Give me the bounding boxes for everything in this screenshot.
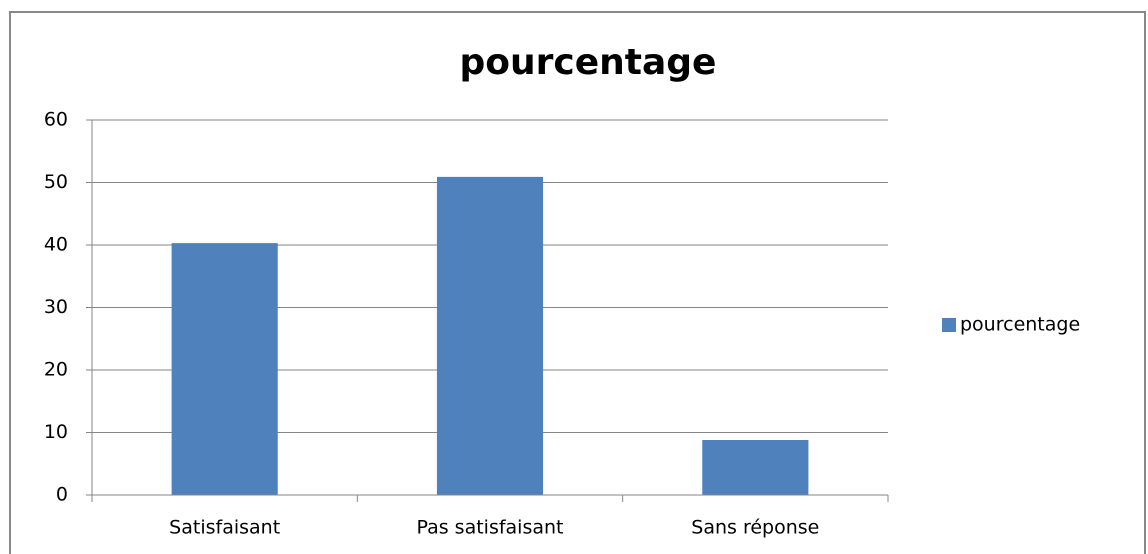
legend-swatch	[942, 318, 956, 332]
y-tick-label: 30	[44, 296, 68, 318]
legend-label: pourcentage	[960, 314, 1080, 336]
x-tick-label: Sans réponse	[691, 517, 819, 539]
y-tick-label: 0	[56, 484, 68, 506]
chart-title: pourcentage	[460, 42, 717, 83]
y-tick-label: 50	[44, 171, 68, 193]
y-tick-label: 60	[44, 109, 68, 131]
y-tick-label: 40	[44, 234, 68, 256]
x-tick-label: Pas satisfaisant	[417, 517, 564, 539]
bar	[702, 440, 809, 495]
bar	[436, 176, 544, 495]
bar	[171, 243, 278, 495]
x-tick-label: Satisfaisant	[169, 517, 280, 539]
y-tick-label: 20	[44, 359, 68, 381]
y-tick-label: 10	[44, 421, 68, 443]
